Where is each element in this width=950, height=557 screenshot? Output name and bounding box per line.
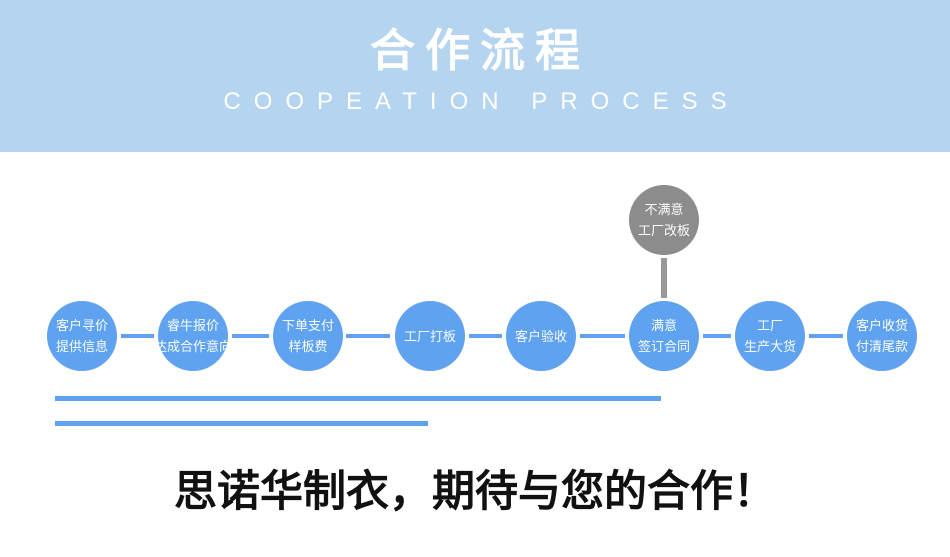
vertical-connector-line [661,258,667,298]
header-banner: 合作流程 COOPEATION PROCESS [0,0,950,152]
flow-step-order-sample-fee: 下单支付 样板费 [273,301,343,371]
flow-step-customer-acceptance: 客户验收 [506,301,576,371]
flow-step-receive-goods-final-payment: 客户收货 付清尾款 [847,301,917,371]
flow-step-label: 样板费 [288,339,328,354]
connector-line [809,334,843,338]
connector-line [580,334,625,338]
connector-line [469,334,502,338]
flow-step-factory-sampling: 工厂打板 [395,301,465,371]
flow-step-unsatisfied-revision: 不满意 工厂改板 [629,185,699,255]
flow-step-label: 提供信息 [55,339,108,354]
flow-step-label: 下单支付 [281,318,334,333]
flow-step-label: 工厂改板 [637,223,690,238]
company-tagline: 思诺华制衣，期待与您的合作！ [174,469,776,516]
flow-step-customer-inquiry: 客户寻价 提供信息 [47,301,117,371]
decorative-underline-bar [55,421,428,426]
connector-line [232,334,269,338]
decorative-underline-bar [55,396,661,401]
flow-step-label: 客户寻价 [55,318,108,333]
page-subtitle: COOPEATION PROCESS [223,88,740,115]
flow-step-label: 工厂打板 [403,328,456,344]
flow-step-label: 睿牛报价 [166,318,219,333]
connector-line [346,334,390,338]
page-title: 合作流程 [369,25,590,76]
flow-step-label: 满意 [650,318,677,333]
flow-step-label: 工厂 [756,318,783,333]
flow-step-label: 客户收货 [855,318,908,333]
flow-step-label: 客户验收 [514,328,567,344]
flow-step-label: 不满意 [644,202,684,217]
flow-step-bulk-production: 工厂 生产大货 [735,301,805,371]
connector-line [703,334,731,338]
flow-step-label: 达成合作意向 [154,339,233,354]
connector-line [121,334,154,338]
flow-step-sign-contract: 满意 签订合同 [629,301,699,371]
flow-step-label: 生产大货 [743,339,796,354]
flow-step-quotation-agreement: 睿牛报价 达成合作意向 [154,301,232,371]
flow-step-label: 签订合同 [637,339,690,354]
flow-step-label: 付清尾款 [855,339,908,354]
